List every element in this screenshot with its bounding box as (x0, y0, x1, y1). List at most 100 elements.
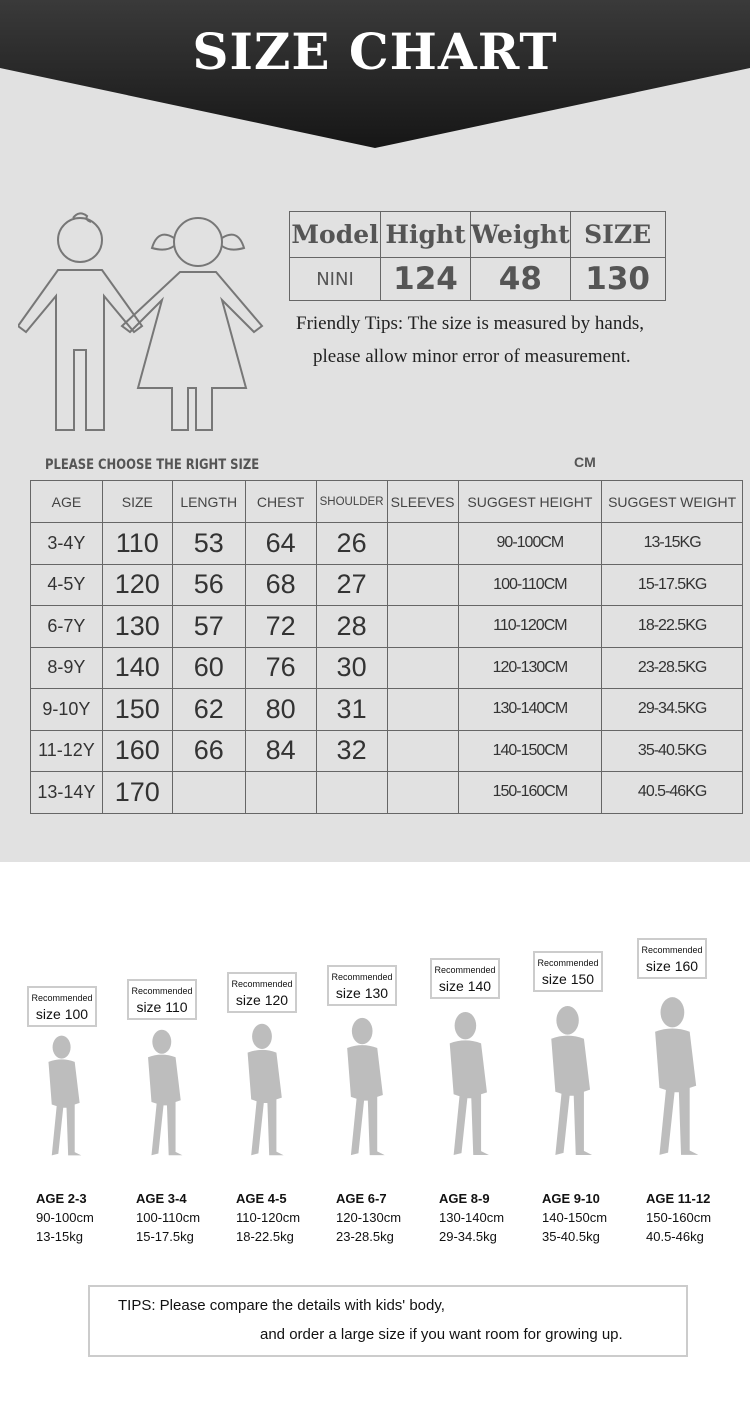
kid-height: 150-160cm (646, 1210, 712, 1225)
table-cell: 30 (315, 646, 388, 689)
table-cell: 100-110CM (457, 563, 603, 606)
kid-size-info: AGE 4-5 110-120cm 18-22.5kg (236, 1189, 300, 1246)
model-height: 124 (380, 257, 471, 301)
recommended-label: Recommended (641, 945, 703, 955)
kid-height: 90-100cm (36, 1210, 94, 1225)
kid-age: AGE 8-9 (439, 1191, 490, 1206)
bottom-tips-box: TIPS: Please compare the details with ki… (88, 1285, 688, 1357)
column-header: AGE (30, 480, 103, 523)
table-cell: 31 (315, 688, 388, 731)
table-cell: 140 (101, 646, 173, 689)
kid-weight: 40.5-46kg (646, 1229, 704, 1244)
recommended-label: Recommended (131, 986, 193, 996)
child-silhouette-icon (449, 1011, 489, 1156)
table-cell (386, 563, 459, 606)
recommended-size: size 130 (335, 985, 389, 1001)
table-cell: 4-5Y (30, 563, 103, 606)
model-header: Model (289, 211, 381, 258)
kid-age: AGE 9-10 (542, 1191, 600, 1206)
kid-age: AGE 4-5 (236, 1191, 287, 1206)
kid-height: 110-120cm (236, 1210, 301, 1225)
table-cell: 15-17.5KG (601, 563, 743, 606)
table-cell: 29-34.5KG (601, 688, 743, 731)
kid-weight: 15-17.5kg (136, 1229, 194, 1244)
table-cell: 80 (244, 688, 317, 731)
table-cell: 160 (101, 729, 173, 772)
table-cell: 120 (101, 563, 173, 606)
kid-size-info: AGE 6-7 120-130cm 23-28.5kg (336, 1189, 401, 1246)
boy-girl-outline-icon (18, 212, 264, 431)
table-cell: 27 (315, 563, 388, 606)
column-header: CHEST (244, 480, 317, 523)
recommended-size-box: Recommended size 130 (327, 965, 397, 1006)
kid-age: AGE 3-4 (136, 1191, 187, 1206)
column-header: SUGGEST WEIGHT (601, 480, 743, 523)
recommended-size-box: Recommended size 110 (127, 979, 197, 1020)
friendly-tip-line-1: Friendly Tips: The size is measured by h… (296, 313, 644, 334)
table-cell (386, 646, 459, 689)
kid-weight: 18-22.5kg (236, 1229, 294, 1244)
kid-height: 120-130cm (336, 1210, 402, 1225)
table-cell (386, 688, 459, 731)
child-silhouette-icon (551, 1006, 593, 1155)
table-cell (315, 771, 388, 814)
table-cell (386, 771, 459, 814)
table-cell: 140-150CM (457, 729, 603, 772)
kid-size-info: AGE 11-12 150-160cm 40.5-46kg (646, 1189, 711, 1246)
table-cell: 6-7Y (30, 605, 103, 648)
page-title: SIZE CHART (192, 22, 558, 81)
recommended-size: size 120 (235, 992, 289, 1008)
child-silhouette-icon (247, 1023, 284, 1156)
table-cell: 130 (101, 605, 173, 648)
table-cell: 76 (244, 646, 317, 689)
kid-size-info: AGE 9-10 140-150cm 35-40.5kg (542, 1189, 607, 1246)
recommended-size-box: Recommended size 150 (533, 951, 603, 992)
kid-size-info: AGE 8-9 130-140cm 29-34.5kg (439, 1189, 504, 1246)
height-header: Hight (380, 211, 471, 258)
recommended-size-box: Recommended size 100 (27, 986, 97, 1027)
table-cell: 150 (101, 688, 173, 731)
recommended-size-box: Recommended size 120 (227, 972, 297, 1013)
table-cell: 62 (171, 688, 246, 731)
kid-weight: 13-15kg (36, 1229, 83, 1244)
size-header: SIZE (569, 211, 666, 258)
model-info-table: Model Hight Weight SIZE NINI 124 48 130 (289, 211, 666, 301)
table-row: 11-12Y 160 66 84 32 140-150CM 35-40.5KG (30, 729, 743, 772)
kid-height: 130-140cm (439, 1210, 505, 1225)
recommended-size: size 110 (136, 999, 188, 1015)
column-header: LENGTH (171, 480, 246, 523)
recommended-size: size 100 (35, 1006, 89, 1022)
table-cell: 72 (244, 605, 317, 648)
recommended-size: size 160 (645, 958, 699, 974)
table-cell: 11-12Y (30, 729, 103, 772)
model-weight: 48 (470, 257, 571, 301)
table-cell: 130-140CM (457, 688, 603, 731)
table-cell (244, 771, 317, 814)
table-cell (386, 729, 459, 772)
table-cell: 23-28.5KG (601, 646, 743, 689)
table-cell: 13-14Y (30, 771, 103, 814)
bottom-tip-line-1: TIPS: Please compare the details with ki… (118, 1297, 445, 1314)
table-cell: 64 (244, 522, 317, 565)
table-cell: 170 (101, 771, 173, 814)
table-cell: 84 (244, 729, 317, 772)
table-row: 4-5Y 120 56 68 27 100-110CM 15-17.5KG (30, 563, 743, 606)
bottom-tip-line-2: and order a large size if you want room … (260, 1326, 623, 1343)
header-banner (0, 0, 750, 148)
table-cell: 150-160CM (457, 771, 603, 814)
child-silhouette-icon (48, 1035, 82, 1156)
column-header: SLEEVES (386, 480, 459, 523)
table-cell: 8-9Y (30, 646, 103, 689)
kid-weight: 35-40.5kg (542, 1229, 600, 1244)
recommended-size-box: Recommended size 160 (637, 938, 707, 979)
recommended-label: Recommended (537, 958, 599, 968)
table-row: 3-4Y 110 53 64 26 90-100CM 13-15KG (30, 522, 743, 565)
kid-size-info: AGE 3-4 100-110cm 15-17.5kg (136, 1189, 200, 1246)
table-cell: 120-130CM (457, 646, 603, 689)
table-cell: 13-15KG (601, 522, 743, 565)
table-cell (386, 522, 459, 565)
kid-size-info: AGE 2-3 90-100cm 13-15kg (36, 1189, 94, 1246)
table-cell: 110-120CM (457, 605, 603, 648)
table-row: 8-9Y 140 60 76 30 120-130CM 23-28.5KG (30, 646, 743, 689)
table-cell: 3-4Y (30, 522, 103, 565)
